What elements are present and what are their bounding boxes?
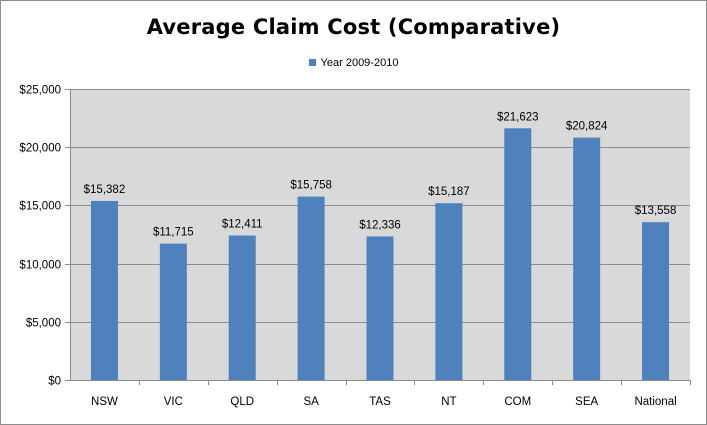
bar-value-label: $15,758 <box>290 180 332 192</box>
bar <box>642 222 670 380</box>
bar <box>573 137 601 380</box>
x-category-label: VIC <box>164 396 183 408</box>
legend-label: Year 2009-2010 <box>320 57 399 69</box>
bar-value-label: $12,336 <box>359 219 401 231</box>
bar <box>228 235 256 380</box>
bar <box>90 200 118 380</box>
y-tick-label: $20,000 <box>19 143 61 155</box>
x-category-label: SEA <box>575 396 598 408</box>
bar-value-label: $21,623 <box>497 111 539 123</box>
y-tick-label: $10,000 <box>19 260 61 272</box>
bar-value-label: $20,824 <box>566 121 608 133</box>
x-category-label: COM <box>504 396 531 408</box>
legend: Year 2009-2010 <box>1 57 706 69</box>
bar <box>159 243 187 380</box>
bar <box>366 236 394 380</box>
x-category-label: SA <box>303 396 319 408</box>
bar <box>504 128 532 380</box>
bar-value-label: $12,411 <box>222 219 263 231</box>
bar-value-label: $15,382 <box>84 184 126 196</box>
x-category-label: QLD <box>230 396 254 408</box>
bar <box>297 196 325 380</box>
bar-value-label: $13,558 <box>635 205 677 217</box>
y-tick-label: $15,000 <box>19 201 61 213</box>
y-tick-label: $5,000 <box>26 318 61 330</box>
bar-value-label: $15,187 <box>428 186 470 198</box>
bar <box>435 203 463 380</box>
y-tick-label: $0 <box>48 376 61 388</box>
x-category-label: TAS <box>369 396 391 408</box>
x-category-label: National <box>634 396 676 408</box>
bar-value-label: $11,715 <box>153 227 194 239</box>
y-tick-label: $25,000 <box>19 85 61 97</box>
chart-title: Average Claim Cost (Comparative) <box>146 15 561 39</box>
x-category-label: NSW <box>91 396 118 408</box>
x-category-label: NT <box>441 396 456 408</box>
legend-swatch <box>308 59 316 66</box>
